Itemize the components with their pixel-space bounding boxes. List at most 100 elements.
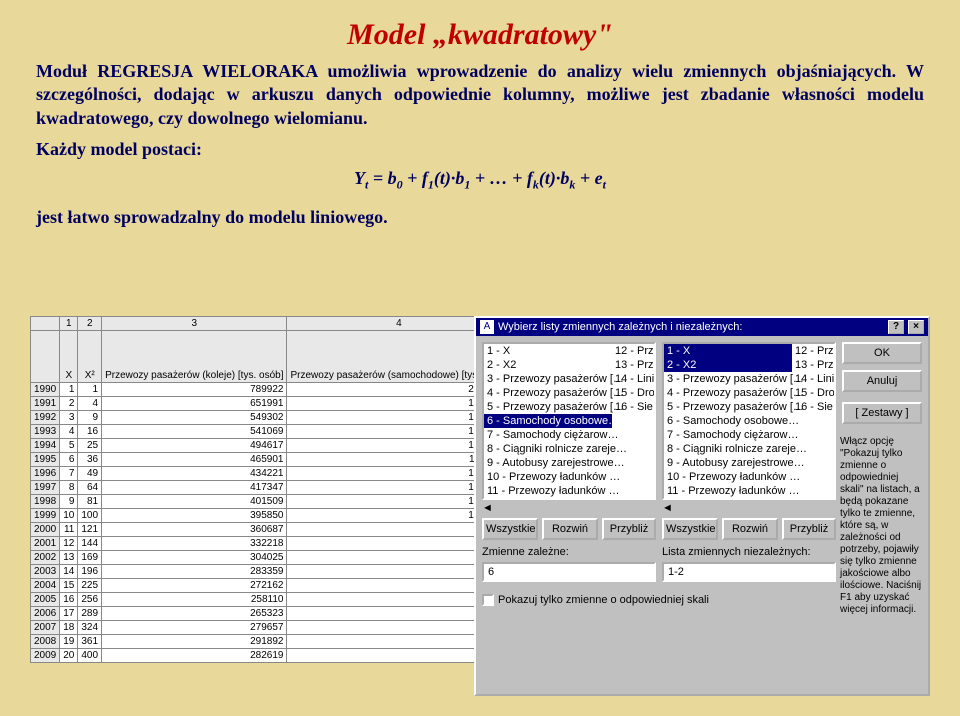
expand-left-button[interactable]: Rozwiń [542,518,598,540]
col-header[interactable]: X [60,331,78,383]
cell[interactable]: 64 [78,481,102,495]
independent-field[interactable]: 1-2 [662,562,836,582]
cell[interactable]: 169 [78,551,102,565]
cell[interactable]: 272162 [102,579,287,593]
cell[interactable]: 49 [78,467,102,481]
help-button[interactable]: ? [888,320,904,334]
zoom-right-button[interactable]: Przybliż [782,518,836,540]
list-item[interactable]: 8 - Ciągniki rolnicze zareje… [484,442,612,456]
list-item[interactable]: 4 - Przewozy pasażerów [… [484,386,612,400]
cell[interactable]: 283359 [102,565,287,579]
cell[interactable]: 541069 [102,425,287,439]
row-header[interactable]: 2001 [31,537,60,551]
row-header[interactable]: 2004 [31,579,60,593]
col-header[interactable]: Przewozy pasażerów (koleje) [tys. osób] [102,331,287,383]
cell[interactable]: 9 [60,495,78,509]
list-item[interactable]: 1 - X [664,344,792,358]
cell[interactable]: 434221 [102,467,287,481]
list-item[interactable]: 10 - Przewozy ładunków … [664,470,792,484]
cell[interactable]: 4 [60,425,78,439]
cell[interactable]: 395850 [102,509,287,523]
row-header[interactable]: 1993 [31,425,60,439]
row-header[interactable]: 2005 [31,593,60,607]
row-header[interactable]: 1991 [31,397,60,411]
row-header[interactable]: 1997 [31,481,60,495]
cell[interactable]: 19 [60,635,78,649]
cell[interactable]: 291892 [102,635,287,649]
cell[interactable]: 17 [60,607,78,621]
list-item[interactable]: 9 - Autobusy zarejestrowe… [664,456,792,470]
list-item[interactable]: 4 - Przewozy pasażerów [… [664,386,792,400]
ok-button[interactable]: OK [842,342,922,364]
list-item[interactable]: 3 - Przewozy pasażerów [… [664,372,792,386]
cell[interactable]: 361 [78,635,102,649]
list-item[interactable]: 14 - Lini [792,372,836,386]
checkbox-box[interactable] [482,594,494,606]
cell[interactable]: 13 [60,551,78,565]
row-header[interactable]: 1990 [31,383,60,397]
row-header[interactable]: 2007 [31,621,60,635]
list-item[interactable]: 7 - Samochody ciężarow… [664,428,792,442]
list-item[interactable]: 10 - Przewozy ładunków … [484,470,612,484]
list-item[interactable]: 12 - Prz [612,344,656,358]
col-header[interactable] [31,331,60,383]
cell[interactable]: 417347 [102,481,287,495]
cell[interactable]: 4 [78,397,102,411]
cell[interactable]: 282619 [102,649,287,663]
row-header[interactable]: 2003 [31,565,60,579]
list-item[interactable]: 2 - X2 [484,358,612,372]
row-header[interactable]: 2008 [31,635,60,649]
cell[interactable]: 16 [60,593,78,607]
cell[interactable]: 225 [78,579,102,593]
select-all-right-button[interactable]: Wszystkie [662,518,718,540]
cell[interactable]: 14 [60,565,78,579]
row-header[interactable]: 1999 [31,509,60,523]
cell[interactable]: 144 [78,537,102,551]
cell[interactable]: 549302 [102,411,287,425]
cell[interactable]: 360687 [102,523,287,537]
list-item[interactable]: 14 - Lini [612,372,656,386]
cell[interactable]: 7 [60,467,78,481]
cell[interactable]: 258110 [102,593,287,607]
list-item[interactable]: 15 - Dro [612,386,656,400]
cell[interactable]: 1 [78,383,102,397]
row-header[interactable]: 1998 [31,495,60,509]
cell[interactable]: 18 [60,621,78,635]
close-button[interactable]: × [908,320,924,334]
expand-right-button[interactable]: Rozwiń [722,518,778,540]
cell[interactable]: 20 [60,649,78,663]
list-item[interactable]: 2 - X2 [664,358,792,372]
row-header[interactable]: 1994 [31,439,60,453]
list-item[interactable]: 12 - Prz [792,344,836,358]
cell[interactable]: 100 [78,509,102,523]
cell[interactable]: 10 [60,509,78,523]
cell[interactable]: 289 [78,607,102,621]
sets-button[interactable]: [ Zestawy ] [842,402,922,424]
row-header[interactable]: 2000 [31,523,60,537]
cell[interactable]: 465901 [102,453,287,467]
cell[interactable]: 651991 [102,397,287,411]
list-item[interactable]: 1 - X [484,344,612,358]
cell[interactable]: 265323 [102,607,287,621]
list-item[interactable]: 13 - Prz [612,358,656,372]
list-item[interactable]: 5 - Przewozy pasażerów [… [664,400,792,414]
row-header[interactable]: 1996 [31,467,60,481]
list-item[interactable]: 5 - Przewozy pasażerów [… [484,400,612,414]
row-header[interactable]: 1995 [31,453,60,467]
list-item[interactable]: 11 - Przewozy ładunków … [484,484,612,498]
cell[interactable]: 196 [78,565,102,579]
list-item[interactable]: 9 - Autobusy zarejestrowe… [484,456,612,470]
cell[interactable]: 400 [78,649,102,663]
list-item[interactable]: 6 - Samochody osobowe… [664,414,792,428]
list-item[interactable]: 16 - Sie [612,400,656,414]
cell[interactable]: 401509 [102,495,287,509]
cell[interactable]: 11 [60,523,78,537]
cell[interactable]: 16 [78,425,102,439]
cell[interactable]: 81 [78,495,102,509]
cell[interactable]: 12 [60,537,78,551]
list-item[interactable]: 15 - Dro [792,386,836,400]
cell[interactable]: 789922 [102,383,287,397]
cancel-button[interactable]: Anuluj [842,370,922,392]
cell[interactable]: 1 [60,383,78,397]
cell[interactable]: 2 [60,397,78,411]
